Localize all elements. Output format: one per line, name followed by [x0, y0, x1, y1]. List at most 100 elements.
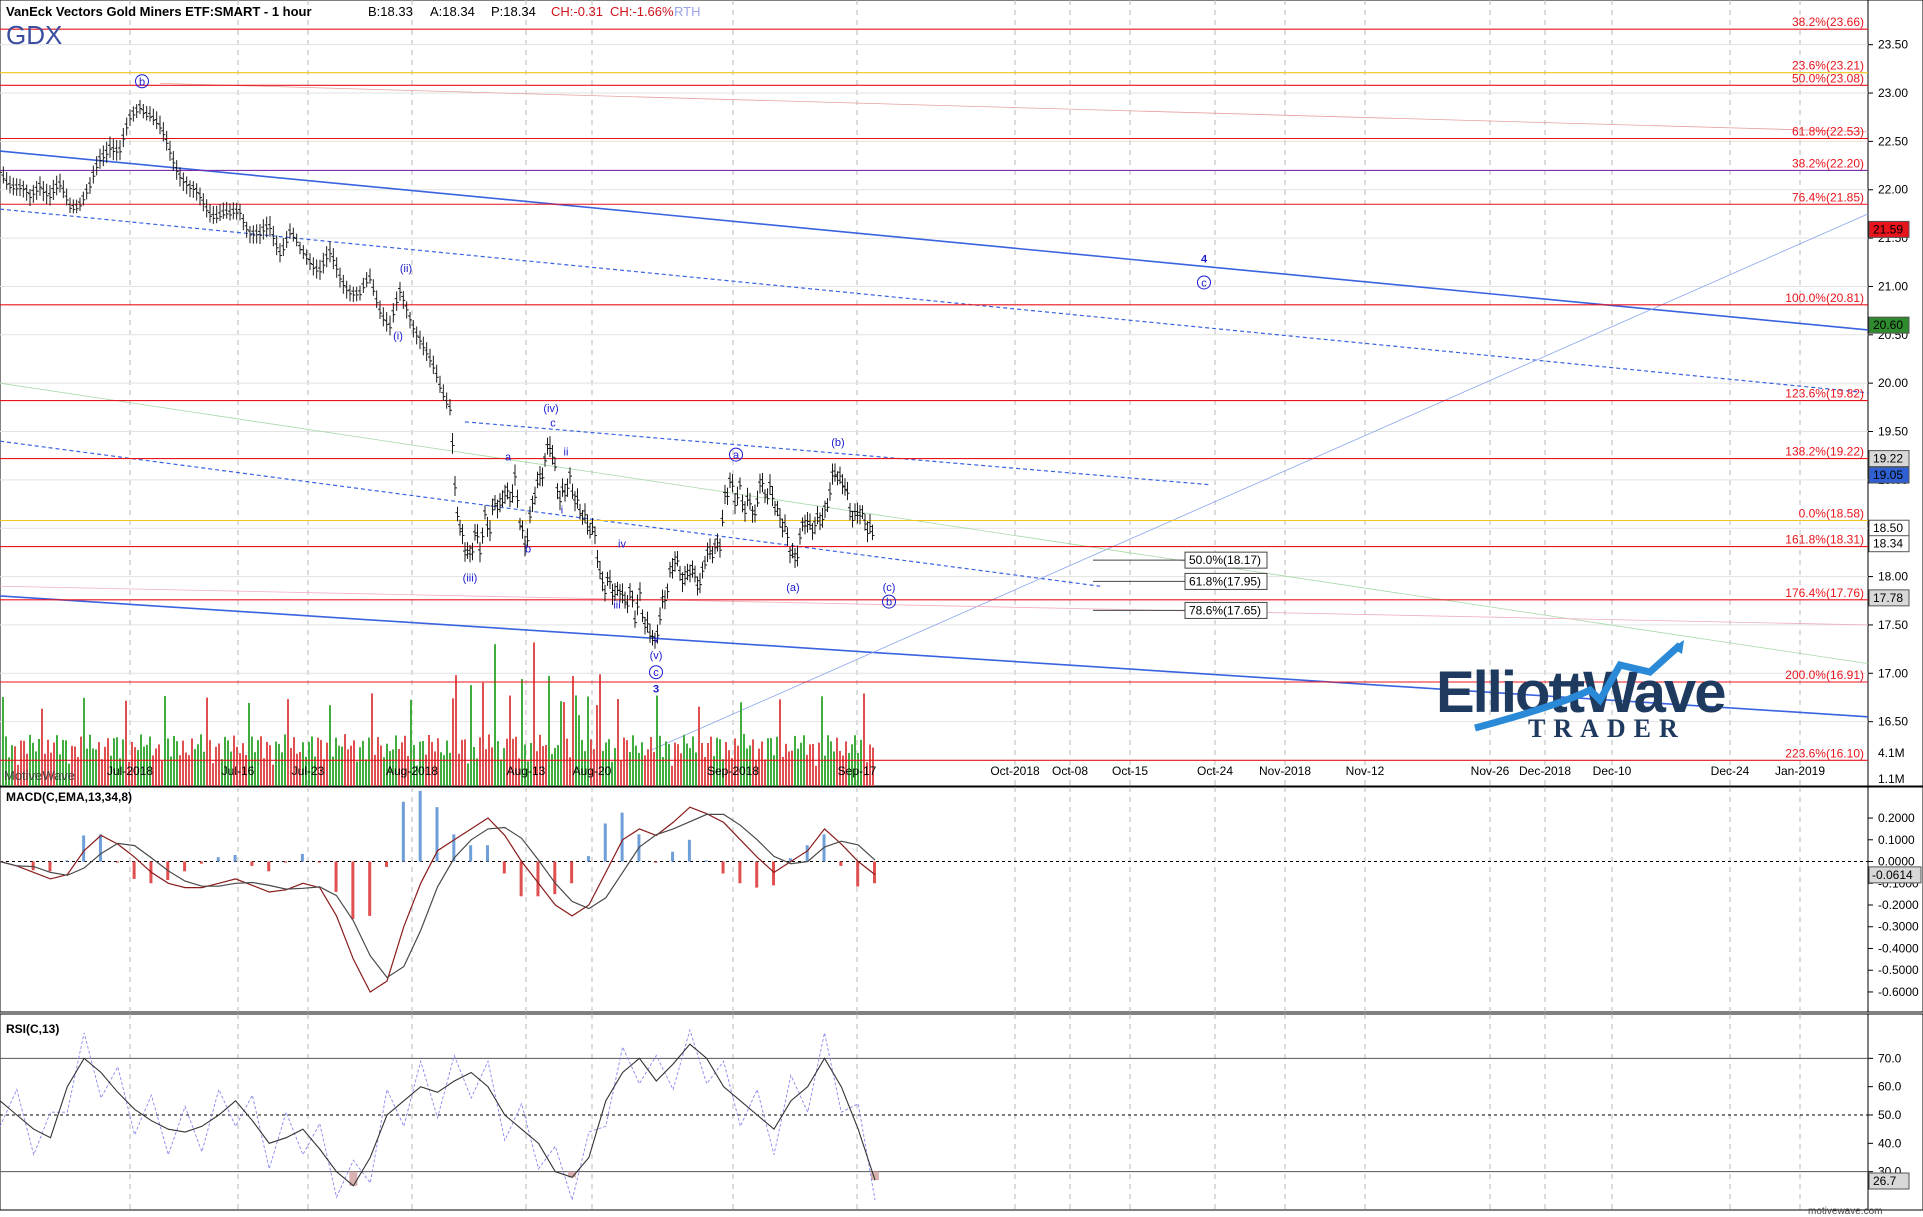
macd-title: MACD(C,EMA,13,34,8): [6, 790, 132, 804]
change-pct-value: CH:-1.66%: [610, 4, 674, 19]
volume-tick-label: 4.1M: [1878, 746, 1905, 760]
rsi-oversold-fill: [349, 1171, 358, 1186]
x-tick-label: Sep-2018: [707, 764, 759, 778]
volume-bar: [515, 736, 517, 786]
x-tick-label: Aug-2018: [386, 764, 438, 778]
volume-bar: [686, 743, 688, 786]
volume-bar: [353, 740, 355, 786]
volume-bar: [773, 755, 775, 786]
volume-bar: [212, 763, 214, 786]
trend-line: [0, 208, 1869, 394]
macd-y-tick-label: -0.6000: [1878, 985, 1919, 999]
rsi-y-tick-label: 50.0: [1878, 1108, 1902, 1122]
footer-site: motivewave.com: [1808, 1206, 1882, 1217]
target-label: 78.6%(17.65): [1189, 603, 1261, 617]
rsi-oversold-fill: [871, 1171, 879, 1181]
price-badge: [1868, 316, 1910, 334]
price-badge-label: 19.05: [1873, 468, 1903, 482]
volume-bar: [581, 739, 583, 786]
volume-bar: [263, 758, 265, 786]
wave-label: 4: [1201, 253, 1208, 265]
volume-bar: [458, 753, 460, 786]
volume-bar: [791, 750, 793, 786]
volume-bar: [299, 752, 301, 786]
volume-bar: [578, 715, 580, 786]
volume-bar: [257, 740, 259, 786]
trend-channels: [0, 82, 1869, 752]
fib-label: 138.2%(19.22): [1785, 445, 1864, 459]
volume-bar: [374, 754, 376, 786]
volume-bar: [680, 753, 682, 786]
volume-bar: [275, 741, 277, 786]
volume-bar: [182, 740, 184, 786]
wave-label: b: [525, 543, 531, 555]
volume-bar: [50, 752, 52, 786]
volume-bar: [614, 747, 616, 786]
y-tick-label: 20.00: [1878, 376, 1908, 390]
bid-value: B:18.33: [368, 4, 413, 19]
x-tick-label: Oct-15: [1112, 764, 1148, 778]
macd-histogram-bar: [334, 861, 338, 892]
fib-label: 38.2%(22.20): [1792, 156, 1864, 170]
macd-histogram-bar: [603, 823, 607, 862]
macd-histogram-bar: [805, 845, 809, 862]
macd-histogram-bar: [183, 861, 187, 872]
volume-bar: [365, 759, 367, 786]
volume-bar: [5, 736, 7, 786]
wave-label: 3: [653, 684, 659, 696]
volume-bar: [602, 750, 604, 786]
fib-label: 38.2%(23.66): [1792, 15, 1864, 29]
y-tick-label: 16.50: [1878, 715, 1908, 729]
volume-bar: [857, 752, 859, 786]
macd-histogram-bar: [839, 861, 843, 866]
volume-bar: [491, 747, 493, 786]
wave-label: i: [561, 505, 563, 517]
macd-histogram-bar: [435, 807, 439, 862]
volume-bar: [596, 705, 598, 786]
volume-bar: [848, 752, 850, 786]
wave-circle: [135, 74, 149, 89]
volume-bar: [47, 739, 49, 786]
volume-bar: [572, 676, 574, 786]
volume-bar: [113, 738, 115, 786]
volume-bar: [119, 758, 121, 786]
volume-bar: [98, 742, 100, 786]
volume-bar: [206, 697, 208, 786]
macd-y-tick-label: 0.0000: [1878, 855, 1915, 869]
y-tick-label: 18.00: [1878, 570, 1908, 584]
volume-bar: [746, 748, 748, 786]
rsi-plot: 70.060.050.040.030.026.7: [0, 1014, 1910, 1210]
volume-bar: [533, 642, 535, 786]
volume-bar: [638, 752, 640, 786]
volume-bar: [737, 745, 739, 786]
volume-bar: [341, 746, 343, 786]
trend-line: [0, 595, 1869, 718]
volume-bar: [62, 739, 64, 786]
volume-bar: [80, 736, 82, 786]
wave-label: c: [1201, 277, 1207, 289]
volume-bar: [608, 739, 610, 786]
volume-bar: [536, 751, 538, 786]
y-tick-label: 22.50: [1878, 134, 1908, 148]
rsi-pane: [0, 1013, 1869, 1211]
volume-bar: [107, 738, 109, 786]
volume-bar: [647, 749, 649, 786]
volume-bar: [95, 749, 97, 786]
macd-histogram-bar: [788, 858, 792, 862]
wave-label: ii: [564, 447, 569, 459]
volume-bar: [26, 753, 28, 786]
volume-bar: [176, 741, 178, 786]
volume-bar: [227, 740, 229, 786]
watermark: MotiveWave: [4, 768, 75, 783]
volume-bar: [296, 753, 298, 786]
volume-bar: [494, 644, 496, 786]
target-box: [1184, 601, 1268, 619]
volume-bar: [770, 738, 772, 786]
volume-bar: [467, 763, 469, 786]
volume-bar: [221, 759, 223, 786]
macd-histogram-bar: [671, 851, 675, 862]
volume-bar: [155, 748, 157, 786]
x-tick-label: Dec-24: [1711, 764, 1750, 778]
trend-line: [0, 382, 1869, 665]
x-tick-label: Oct-2018: [990, 764, 1040, 778]
